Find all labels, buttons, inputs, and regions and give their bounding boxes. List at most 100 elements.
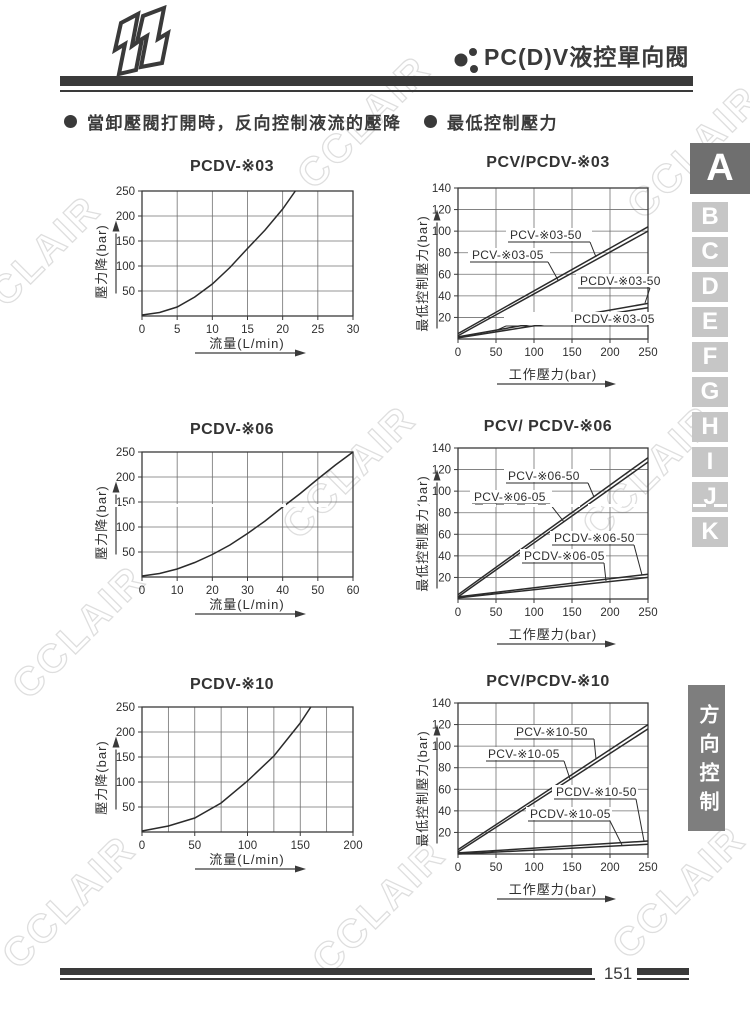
svg-text:140: 140: [432, 443, 451, 455]
tab-d: D: [692, 272, 728, 302]
page-number: 151: [603, 964, 633, 983]
svg-text:100: 100: [432, 486, 451, 498]
svg-text:50: 50: [188, 840, 201, 852]
tab-f: F: [692, 342, 728, 372]
svg-text:80: 80: [438, 508, 451, 520]
brand-logo-icon: [112, 5, 171, 77]
chart-canvas-pcdv-03: 0 5 10 15 20 25 30 50 100 150 200 250 流量(L/min) 壓力降(b…: [94, 186, 360, 357]
footer-rule-thin-left: [60, 978, 595, 980]
svg-text:200: 200: [343, 840, 362, 852]
svg-text:100: 100: [432, 226, 451, 238]
section-heading-right: 最低控制壓力: [424, 110, 558, 133]
svg-text:0: 0: [139, 840, 145, 852]
svg-text:100: 100: [524, 607, 543, 619]
svg-text:120: 120: [432, 720, 451, 732]
footer-rule-thick-right: [637, 968, 689, 975]
svg-text:20: 20: [438, 827, 451, 839]
svg-text:0: 0: [139, 585, 145, 597]
tab-k: K: [692, 517, 728, 547]
chart-canvas-pcv-pcdv-03: 0 50 100 150 200 250 20 40 60 80 100 120 140 PCV-※03-…: [415, 183, 661, 388]
svg-text:60: 60: [347, 585, 360, 597]
svg-text:流量(L/min): 流量(L/min): [209, 597, 284, 612]
bullet-icon: [64, 114, 77, 128]
svg-text:20: 20: [438, 312, 451, 324]
page-title: PC(D)V液控單向閥: [484, 44, 690, 70]
svg-text:10: 10: [206, 324, 219, 336]
svg-text:150: 150: [291, 840, 310, 852]
svg-text:40: 40: [438, 291, 451, 303]
svg-text:30: 30: [347, 324, 360, 336]
svg-text:40: 40: [276, 585, 289, 597]
chart-title-pcdv-10: PCDV-※10: [189, 676, 275, 693]
svg-text:50: 50: [122, 802, 135, 814]
svg-text:PCV-※03-05: PCV-※03-05: [472, 248, 544, 262]
svg-text:100: 100: [116, 777, 135, 789]
svg-text:40: 40: [438, 806, 451, 818]
svg-text:250: 250: [638, 607, 657, 619]
svg-text:100: 100: [524, 347, 543, 359]
svg-text:5: 5: [174, 324, 180, 336]
svg-text:30: 30: [241, 585, 254, 597]
svg-text:工作壓力(bar): 工作壓力(bar): [509, 627, 597, 642]
section-heading-left: 當卸壓閥打開時，反向控制液流的壓降: [64, 110, 402, 133]
chart-canvas-pcdv-06: 0 10 20 30 40 50 60 50 100 150 200 250 流量(L/min) 壓力降(…: [94, 447, 360, 618]
svg-text:壓力降(bar): 壓力降(bar): [94, 740, 109, 814]
svg-text:工作壓力(bar): 工作壓力(bar): [509, 367, 597, 382]
svg-text:250: 250: [116, 186, 135, 198]
svg-text:PCV-※10-50: PCV-※10-50: [516, 725, 588, 739]
tab-e: E: [692, 307, 728, 337]
svg-text:50: 50: [490, 347, 503, 359]
svg-text:PCDV-※06-50: PCDV-※06-50: [554, 531, 635, 545]
svg-text:60: 60: [438, 529, 451, 541]
svg-text:250: 250: [116, 447, 135, 459]
svg-text:50: 50: [490, 607, 503, 619]
svg-text:80: 80: [438, 763, 451, 775]
svg-text:20: 20: [206, 585, 219, 597]
svg-text:最低控制壓力(bar): 最低控制壓力(bar): [415, 475, 430, 591]
chart-canvas-pcv-pcdv-10: 0 50 100 150 200 250 20 40 60 80 100 120 140 PCV-※10-…: [415, 698, 658, 903]
svg-text:100: 100: [238, 840, 257, 852]
svg-text:壓力降(bar): 壓力降(bar): [94, 224, 109, 298]
svg-text:PCV-※06-05: PCV-※06-05: [474, 490, 546, 504]
fold-mark: [0, 504, 750, 507]
svg-text:200: 200: [116, 211, 135, 223]
tab-b: B: [692, 202, 728, 232]
svg-text:150: 150: [116, 752, 135, 764]
svg-text:流量(L/min): 流量(L/min): [209, 852, 284, 867]
svg-text:10: 10: [171, 585, 184, 597]
svg-text:150: 150: [562, 347, 581, 359]
svg-text:PCDV-※03-50: PCDV-※03-50: [580, 274, 661, 288]
svg-text:PCV-※03-50: PCV-※03-50: [510, 228, 582, 242]
tab-h: H: [692, 412, 728, 442]
header-rule-thin: [60, 90, 693, 92]
svg-text:100: 100: [524, 862, 543, 874]
svg-text:150: 150: [562, 862, 581, 874]
svg-text:50: 50: [490, 862, 503, 874]
svg-text:150: 150: [116, 236, 135, 248]
tab-i: I: [692, 447, 728, 477]
svg-text:15: 15: [241, 324, 254, 336]
svg-text:0: 0: [455, 862, 461, 874]
bullet-icon: [424, 114, 437, 128]
svg-text:50: 50: [122, 547, 135, 559]
svg-text:PCDV-※10-50: PCDV-※10-50: [556, 785, 637, 799]
tab-j: J: [692, 482, 728, 512]
svg-text:工作壓力(bar): 工作壓力(bar): [509, 882, 597, 897]
svg-text:250: 250: [638, 347, 657, 359]
svg-text:流量(L/min): 流量(L/min): [209, 336, 284, 351]
svg-text:100: 100: [432, 741, 451, 753]
svg-text:100: 100: [116, 522, 135, 534]
chart-title-pcv-pcdv-10: PCV/PCDV-※10: [486, 673, 610, 690]
svg-text:25: 25: [311, 324, 324, 336]
svg-text:250: 250: [638, 862, 657, 874]
svg-text:PCV-※06-50: PCV-※06-50: [508, 469, 580, 483]
svg-text:200: 200: [116, 727, 135, 739]
tab-c: C: [692, 237, 728, 267]
svg-text:20: 20: [276, 324, 289, 336]
tab-a: A: [690, 143, 750, 194]
svg-text:0: 0: [455, 347, 461, 359]
svg-text:140: 140: [432, 698, 451, 710]
side-category-label: 方向控制閥: [688, 685, 750, 831]
svg-text:100: 100: [116, 261, 135, 273]
header-rule-thick: [60, 76, 693, 86]
